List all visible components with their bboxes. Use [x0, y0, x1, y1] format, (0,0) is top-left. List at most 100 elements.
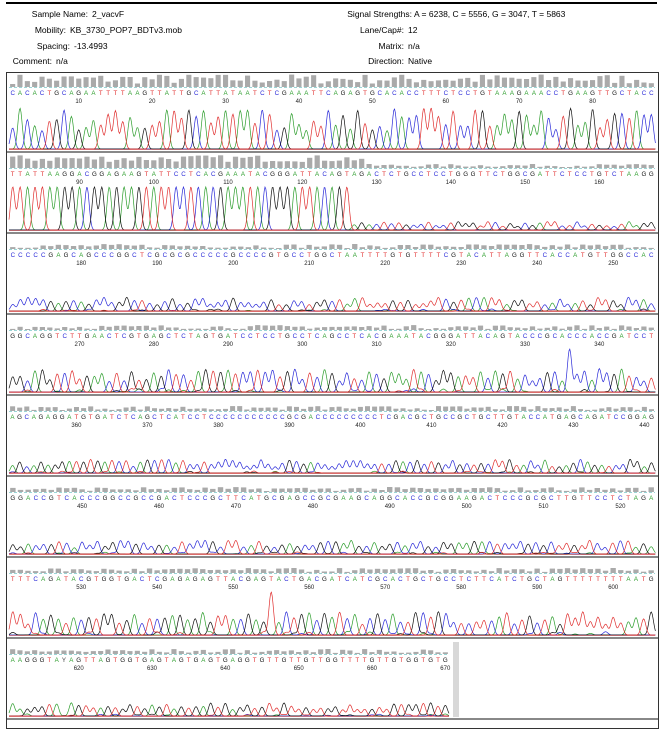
quality-bar	[428, 244, 434, 249]
quality-bar	[76, 326, 83, 330]
quality-bar	[641, 82, 647, 87]
base-call: C	[25, 90, 30, 97]
quality-bar	[612, 82, 618, 87]
position-tick-label: 270	[74, 342, 85, 348]
base-call: T	[464, 333, 468, 340]
base-call: G	[479, 414, 484, 421]
base-call: G	[370, 657, 375, 664]
quality-bar	[619, 165, 625, 168]
quality-bar	[418, 166, 424, 168]
quality-bar	[39, 651, 45, 654]
quality-bar	[298, 247, 305, 249]
quality-bar	[369, 652, 375, 654]
quality-bar	[456, 487, 462, 492]
base-call: C	[117, 414, 122, 421]
base-call: A	[620, 333, 625, 340]
quality-bar	[260, 569, 267, 573]
base-call: A	[100, 333, 105, 340]
base-call: C	[408, 414, 413, 421]
base-call: T	[399, 252, 403, 259]
quality-bar	[47, 327, 53, 330]
base-call: A	[457, 495, 462, 502]
base-call: T	[550, 414, 554, 421]
base-call: C	[292, 252, 297, 259]
base-call: C	[311, 495, 316, 502]
quality-bar	[443, 406, 449, 411]
quality-bar	[200, 649, 206, 654]
base-call: C	[323, 414, 328, 421]
quality-bar	[443, 246, 449, 249]
trace-line-T	[8, 185, 656, 231]
quality-bar	[116, 570, 122, 573]
base-call: G	[280, 495, 285, 502]
base-call: T	[145, 171, 149, 178]
base-call: G	[64, 252, 69, 259]
quality-bar	[466, 244, 472, 249]
quality-bar	[166, 159, 172, 168]
quality-bar	[548, 487, 554, 492]
quality-bar	[314, 155, 320, 168]
quality-bar	[390, 247, 396, 249]
base-call: G	[194, 657, 199, 664]
quality-bar	[32, 247, 39, 249]
quality-bar	[292, 326, 298, 330]
base-call: G	[102, 576, 107, 583]
base-call: C	[196, 171, 201, 178]
base-call: A	[72, 495, 77, 502]
base-call: T	[497, 252, 501, 259]
quality-bar	[648, 570, 654, 573]
base-call: A	[201, 90, 206, 97]
quality-bars-row-3	[10, 244, 654, 249]
quality-bar	[552, 166, 558, 168]
quality-bar	[329, 326, 335, 330]
base-call: T	[181, 414, 185, 421]
base-call: A	[196, 333, 201, 340]
base-call: G	[245, 657, 250, 664]
quality-bar	[253, 569, 259, 573]
base-call: A	[293, 171, 298, 178]
base-call: C	[649, 90, 654, 97]
base-call: T	[535, 252, 539, 259]
base-call: C	[443, 414, 448, 421]
base-call: A	[348, 90, 353, 97]
quality-bar	[581, 166, 588, 168]
base-call: A	[249, 495, 254, 502]
quality-bar	[31, 409, 37, 411]
quality-bar	[210, 326, 216, 330]
base-call: T	[505, 576, 509, 583]
base-call: G	[299, 576, 304, 583]
base-call: G	[611, 252, 616, 259]
base-call: G	[414, 657, 419, 664]
base-call: T	[211, 333, 215, 340]
quality-bar	[388, 164, 394, 168]
base-call: C	[181, 171, 186, 178]
quality-bar	[479, 488, 485, 492]
base-call: G	[295, 495, 300, 502]
base-call: A	[583, 90, 588, 97]
base-call: A	[307, 576, 312, 583]
quality-bar	[500, 166, 506, 168]
quality-bar	[585, 409, 591, 411]
base-call: C	[300, 333, 305, 340]
quality-bar	[648, 327, 654, 330]
base-call: C	[172, 495, 177, 502]
base-call: G	[106, 657, 111, 664]
base-call: T	[308, 333, 312, 340]
base-call: T	[397, 171, 401, 178]
base-call: G	[285, 171, 290, 178]
base-call: T	[490, 252, 494, 259]
quality-bars-row-1	[10, 74, 654, 87]
trace-line-C	[8, 458, 656, 474]
quality-bar	[488, 571, 495, 573]
quality-bar	[314, 327, 320, 330]
quality-bar	[499, 409, 505, 411]
quality-bar	[420, 570, 426, 573]
quality-bar	[314, 246, 320, 249]
quality-bar	[511, 569, 517, 573]
quality-bar	[494, 75, 500, 87]
quality-bar	[411, 325, 417, 330]
base-call: G	[304, 657, 309, 664]
quality-bar	[549, 408, 555, 411]
quality-bar	[396, 328, 402, 330]
base-call: T	[620, 171, 624, 178]
